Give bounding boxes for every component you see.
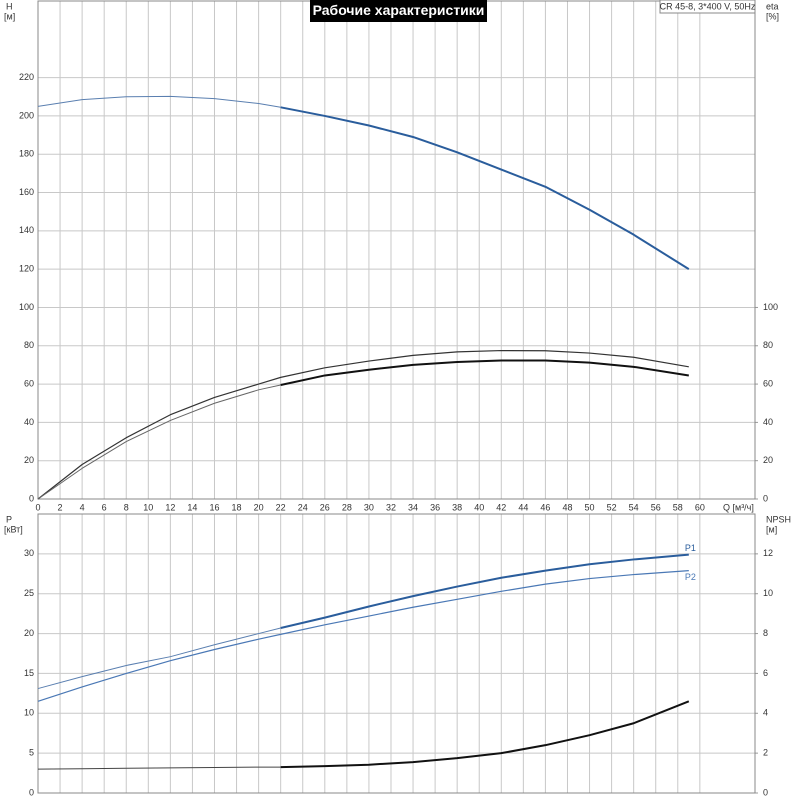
y2-tick-label: 20	[763, 455, 773, 465]
x-tick-label: 52	[607, 502, 617, 512]
y-tick-label: 20	[24, 628, 34, 638]
series-line	[280, 359, 689, 387]
subtitle-box	[659, 0, 756, 14]
x-tick-label: 12	[165, 502, 175, 512]
y2-tick-label: 100	[763, 302, 778, 312]
series-line	[280, 553, 689, 629]
x-tick-label: 42	[496, 502, 506, 512]
y2-tick-label: 0	[763, 787, 768, 797]
title-box	[310, 0, 487, 22]
y-tick-label: 40	[24, 417, 34, 427]
x-tick-label: 4	[80, 502, 85, 512]
y-tick-label: 30	[24, 548, 34, 558]
x-tick-label: 40	[474, 502, 484, 512]
series-line	[37, 384, 281, 500]
x-tick-label: 28	[342, 502, 352, 512]
series-line	[280, 700, 690, 769]
x-tick-label: 44	[518, 502, 528, 512]
x-tick-label: 58	[673, 502, 683, 512]
y2-axis-unit: [м]	[766, 524, 777, 534]
x-tick-label: 14	[187, 502, 197, 512]
series-line	[37, 627, 281, 690]
y-axis-label: H	[6, 1, 13, 11]
x-tick-label: 6	[102, 502, 107, 512]
y-tick-label: 220	[19, 72, 34, 82]
x-tick-label: 10	[143, 502, 153, 512]
y2-tick-label: 60	[763, 378, 773, 388]
y-tick-label: 0	[29, 787, 34, 797]
y2-axis-unit: [%]	[766, 11, 779, 21]
x-tick-label: 54	[629, 502, 639, 512]
y-tick-label: 20	[24, 455, 34, 465]
y2-tick-label: 0	[763, 493, 768, 503]
x-tick-label: 36	[430, 502, 440, 512]
y-axis-label: P	[6, 514, 12, 524]
y2-axis-label: NPSH	[766, 514, 791, 524]
series-line	[37, 349, 689, 500]
y-tick-label: 180	[19, 149, 34, 159]
x-tick-label: 48	[562, 502, 572, 512]
x-tick-label: 8	[124, 502, 129, 512]
x-axis-label: Q [м³/ч]	[723, 502, 754, 512]
y-tick-label: 0	[29, 493, 34, 503]
y-tick-label: 120	[19, 264, 34, 274]
x-tick-label: 60	[695, 502, 705, 512]
series-line	[37, 95, 281, 108]
y2-tick-label: 80	[763, 340, 773, 350]
x-tick-label: 30	[364, 502, 374, 512]
y-tick-label: 100	[19, 302, 34, 312]
series-label: P2	[685, 572, 696, 582]
series-line	[37, 766, 281, 770]
y-tick-label: 5	[29, 748, 34, 758]
series-label: P1	[685, 543, 696, 553]
x-tick-label: 22	[276, 502, 286, 512]
y2-tick-label: 4	[763, 708, 768, 718]
x-tick-label: 0	[35, 502, 40, 512]
plot-frame	[37, 513, 756, 794]
x-tick-label: 38	[452, 502, 462, 512]
x-tick-label: 50	[585, 502, 595, 512]
x-tick-label: 2	[58, 502, 63, 512]
y2-tick-label: 40	[763, 417, 773, 427]
y2-tick-label: 12	[763, 548, 773, 558]
y2-axis-label: eta	[766, 1, 779, 11]
x-tick-label: 18	[232, 502, 242, 512]
chart-title: Рабочие характеристики	[313, 2, 485, 18]
y2-tick-label: 2	[763, 748, 768, 758]
series-line	[37, 570, 689, 702]
y2-tick-label: 10	[763, 588, 773, 598]
x-tick-label: 16	[209, 502, 219, 512]
y-tick-label: 25	[24, 588, 34, 598]
y2-tick-label: 8	[763, 628, 768, 638]
x-tick-label: 24	[298, 502, 308, 512]
y-tick-label: 60	[24, 378, 34, 388]
x-tick-label: 32	[386, 502, 396, 512]
x-tick-label: 56	[651, 502, 661, 512]
x-tick-label: 26	[320, 502, 330, 512]
x-tick-label: 34	[408, 502, 418, 512]
series-line	[280, 106, 690, 270]
x-tick-label: 46	[540, 502, 550, 512]
y-tick-label: 80	[24, 340, 34, 350]
y-tick-label: 140	[19, 225, 34, 235]
y-tick-label: 15	[24, 668, 34, 678]
y-axis-unit: [м]	[4, 11, 15, 21]
y2-tick-label: 6	[763, 668, 768, 678]
y-axis-unit: [кВт]	[4, 524, 23, 534]
chart-subtitle: CR 45-8, 3*400 V, 50Hz	[660, 1, 756, 11]
y-tick-label: 200	[19, 110, 34, 120]
x-tick-label: 20	[254, 502, 264, 512]
y-tick-label: 160	[19, 187, 34, 197]
y-tick-label: 10	[24, 708, 34, 718]
